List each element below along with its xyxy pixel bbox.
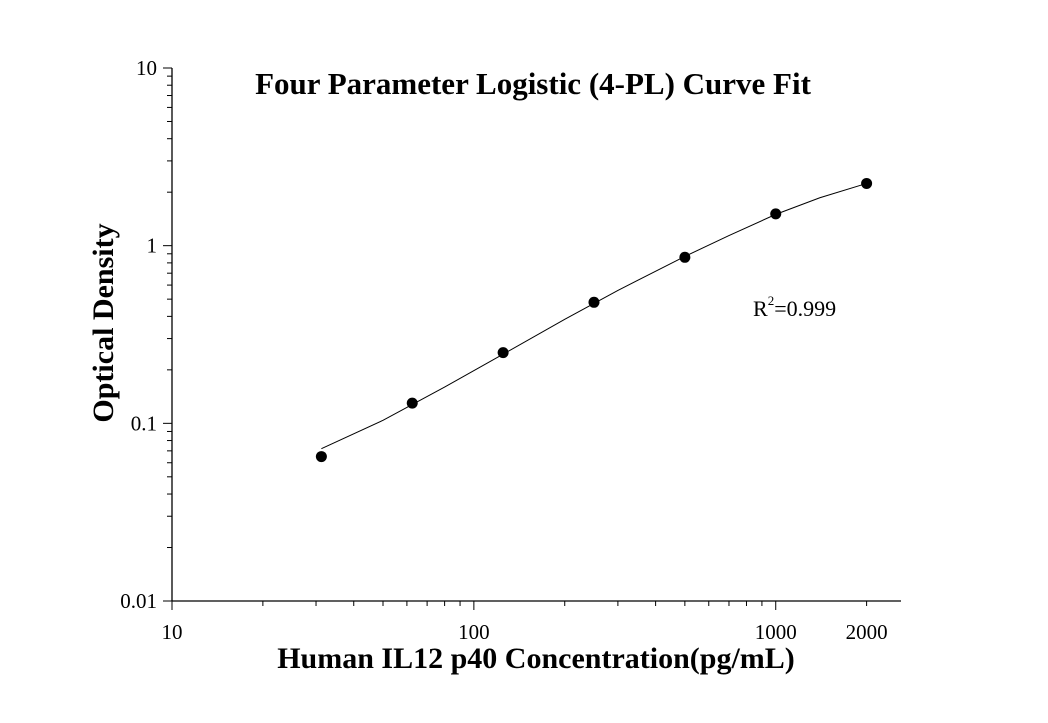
x-axis-label: Human IL12 p40 Concentration(pg/mL) [277, 642, 795, 675]
data-point [497, 347, 509, 359]
r-squared-superscript: 2 [768, 293, 775, 308]
r-squared-base: R [753, 296, 768, 321]
r-squared-value: =0.999 [774, 296, 836, 321]
data-point [679, 251, 691, 263]
y-tick-label: 0.1 [131, 411, 157, 435]
tick-labels: 10 100 1000 2000 0.01 0.1 1 10 [120, 56, 887, 644]
chart-title: Four Parameter Logistic (4-PL) Curve Fit [255, 66, 812, 101]
ticks [163, 67, 868, 610]
y-tick-label: 1 [147, 234, 158, 258]
r-squared-annotation: R2=0.999 [753, 293, 836, 321]
x-tick-label: 1000 [755, 620, 797, 644]
data-point [770, 208, 782, 220]
data-point [588, 296, 600, 308]
x-tick-label: 100 [458, 620, 490, 644]
x-tick-label: 2000 [846, 620, 888, 644]
y-axis-label: Optical Density [87, 223, 120, 422]
fit-curve-line [321, 182, 867, 450]
x-tick-label: 10 [162, 620, 183, 644]
y-tick-label: 10 [136, 56, 157, 80]
data-points-layer [315, 177, 873, 463]
data-point [861, 177, 873, 189]
data-point [406, 397, 418, 409]
fit-curve-layer [321, 182, 867, 450]
y-tick-label: 0.01 [120, 589, 157, 613]
data-point [315, 451, 327, 463]
axes [171, 68, 901, 602]
